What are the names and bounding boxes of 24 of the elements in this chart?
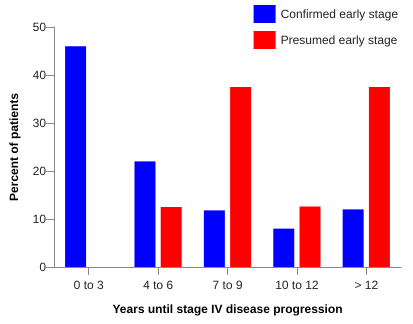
x-tick-label: 4 to 6 [143, 278, 174, 292]
legend-label: Confirmed early stage [280, 7, 398, 21]
y-tick-label: 0 [39, 260, 46, 274]
y-tick-label: 30 [32, 116, 46, 130]
bar [160, 207, 182, 267]
bar [300, 206, 321, 267]
y-tick-label: 20 [32, 164, 46, 178]
legend-label: Presumed early stage [280, 33, 398, 47]
bar [342, 209, 364, 267]
y-tick-label: 50 [32, 20, 46, 34]
y-tick-label: 40 [32, 68, 46, 82]
x-tick-label: 0 to 3 [74, 278, 104, 292]
bar [65, 46, 86, 267]
bar [368, 87, 390, 267]
y-tick-label: 10 [32, 212, 46, 226]
bar [204, 210, 225, 267]
x-tick-label: 7 to 9 [212, 278, 243, 292]
bar [230, 87, 252, 267]
bar [273, 228, 294, 267]
x-tick-label: 10 to 12 [275, 278, 319, 292]
y-axis-title: Percent of patients [7, 92, 21, 202]
x-axis-title: Years until stage IV disease progression [112, 302, 343, 316]
x-tick-label: > 12 [354, 278, 378, 292]
bar [134, 161, 156, 267]
